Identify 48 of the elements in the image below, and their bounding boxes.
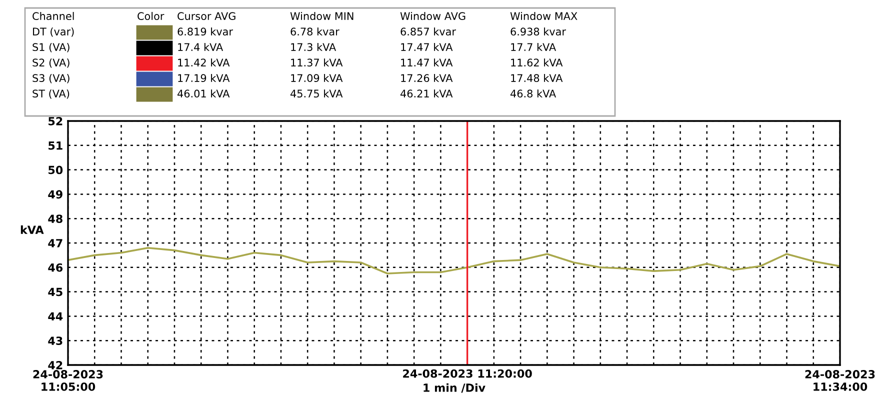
text: 46.8 kVA xyxy=(510,89,556,98)
text: 17.3 kVA xyxy=(291,42,336,52)
ref-line-label: 24-08-2023 11:20:00 xyxy=(403,369,532,378)
category-label: Channel xyxy=(32,12,74,20)
y-tick-label: 51 xyxy=(48,142,62,150)
text: 46.21 kVA xyxy=(400,89,453,98)
text: 17.48 kVA xyxy=(511,74,563,82)
category-label: S3 (VA) xyxy=(32,74,70,84)
y-tick-label: 48 xyxy=(48,214,62,223)
y-tick-label: 45 xyxy=(48,288,62,296)
category-label: Color xyxy=(138,12,164,20)
category-label: Window MIN xyxy=(290,12,354,20)
text: 11.37 kVA xyxy=(291,58,343,67)
y-tick-label: 42 xyxy=(48,360,62,370)
text: 46.01 kVA xyxy=(178,89,230,98)
y-tick-label: 46 xyxy=(48,263,63,272)
text: 17.09 kVA xyxy=(291,74,343,82)
y-tick-label: 43 xyxy=(48,336,62,345)
text: 45.75 kVA xyxy=(290,89,343,98)
category-label: ST (VA) xyxy=(32,89,70,99)
y-tick-label: 52 xyxy=(48,116,62,126)
x-tick-label: 24-08-2023 11:34:00 xyxy=(805,370,875,391)
text: 17.4 kVA xyxy=(178,42,224,51)
y-tick-label: 44 xyxy=(48,312,63,320)
text: 11.62 kVA xyxy=(511,58,563,67)
text: 6.938 kvar xyxy=(510,27,566,36)
y-tick-label: 49 xyxy=(48,190,62,199)
category-label: S1 (VA) xyxy=(32,42,70,52)
line-series xyxy=(68,246,840,274)
category-label: S2 (VA) xyxy=(32,58,70,68)
text: 17.47 kVA xyxy=(401,42,453,51)
text: 17.7 kVA xyxy=(511,42,556,51)
text: 6.819 kvar xyxy=(178,27,233,36)
y-tick-label: 50 xyxy=(48,166,63,174)
y-tick-label: 47 xyxy=(48,239,62,248)
category-label: Cursor AVG xyxy=(178,12,236,20)
text: 11.42 kVA xyxy=(178,58,230,66)
y-axis-title: kVA xyxy=(20,225,44,234)
x-tick-label: 24-08-2023 11:05:00 xyxy=(33,370,103,391)
text: 11.47 kVA xyxy=(401,58,453,66)
text: 17.19 kVA xyxy=(178,74,230,82)
text: 17.26 kVA xyxy=(401,74,453,82)
category-label: Window MAX xyxy=(510,12,578,20)
x-axis-title: 1 min /Div xyxy=(424,383,486,393)
category-label: DT (var) xyxy=(33,27,74,37)
text: 6.857 kvar xyxy=(400,27,456,36)
category-label: Window AVG xyxy=(400,12,466,20)
text: 6.78 kvar xyxy=(290,27,340,36)
